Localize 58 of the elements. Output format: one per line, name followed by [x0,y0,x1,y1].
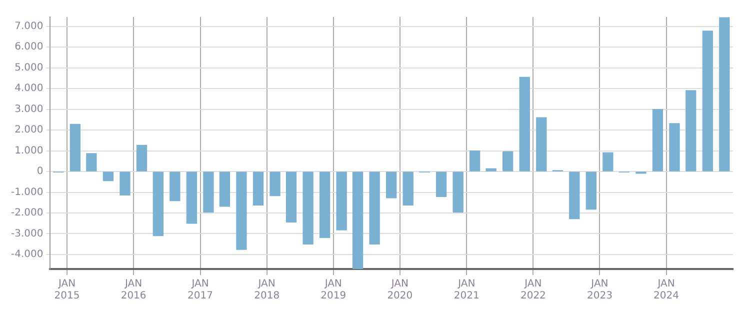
y-tick-label: 3.000 [14,104,44,115]
x-tick-label: JAN 2024 [654,278,679,302]
bar [702,30,713,172]
bar [302,172,314,244]
x-tick-label: JAN 2015 [54,278,80,302]
bar [102,172,114,182]
y-tick-label: -2.000 [10,208,44,219]
y-tick-label: 5.000 [14,62,44,74]
bar [186,172,198,224]
bar [152,172,164,236]
x-tick-label: JAN 2023 [587,278,612,302]
x-tick-label: JAN 2020 [387,278,413,302]
bar [219,172,230,207]
y-tick-label: 7.000 [14,20,44,32]
x-tick-label: JAN 2016 [120,278,146,302]
bar [319,172,330,238]
y-tick-label: 4.000 [14,83,44,94]
x-tick-label: JAN 2017 [188,278,214,302]
y-tick-label: 1.000 [14,145,44,156]
bar [170,172,180,202]
bar [286,172,297,222]
bar [536,117,547,172]
bar [402,172,414,206]
y-tick-label: 2.000 [14,124,44,136]
y-tick-label: -1.000 [10,186,44,198]
bar [569,172,580,220]
bar [386,172,397,198]
bar [270,172,280,196]
bar [86,153,97,172]
bar [352,172,364,269]
bar [136,144,148,172]
bar [369,172,380,244]
bar [686,90,696,172]
y-tick-label: -4.000 [10,249,44,260]
bar [502,151,514,172]
bar [669,123,680,172]
bar [436,172,447,197]
bar [336,172,347,230]
bar [486,168,496,172]
y-tick-label: 0 [36,166,44,178]
x-tick-label: JAN 2021 [454,278,480,302]
bar [70,124,81,172]
bar [470,150,480,172]
bar [203,172,214,212]
bar [519,76,530,172]
y-tick-label: -3.000 [10,228,44,240]
bar [652,108,664,172]
x-tick-label: JAN 2022 [520,278,546,302]
bar [452,172,464,212]
bar [252,172,264,206]
x-tick-label: JAN 2018 [254,278,280,302]
bar [586,172,596,210]
bar [602,152,614,172]
y-tick-label: 6.000 [14,42,44,53]
bar [120,172,130,196]
x-tick-label: JAN 2019 [320,278,346,302]
bar [236,172,247,250]
bar [719,17,730,172]
